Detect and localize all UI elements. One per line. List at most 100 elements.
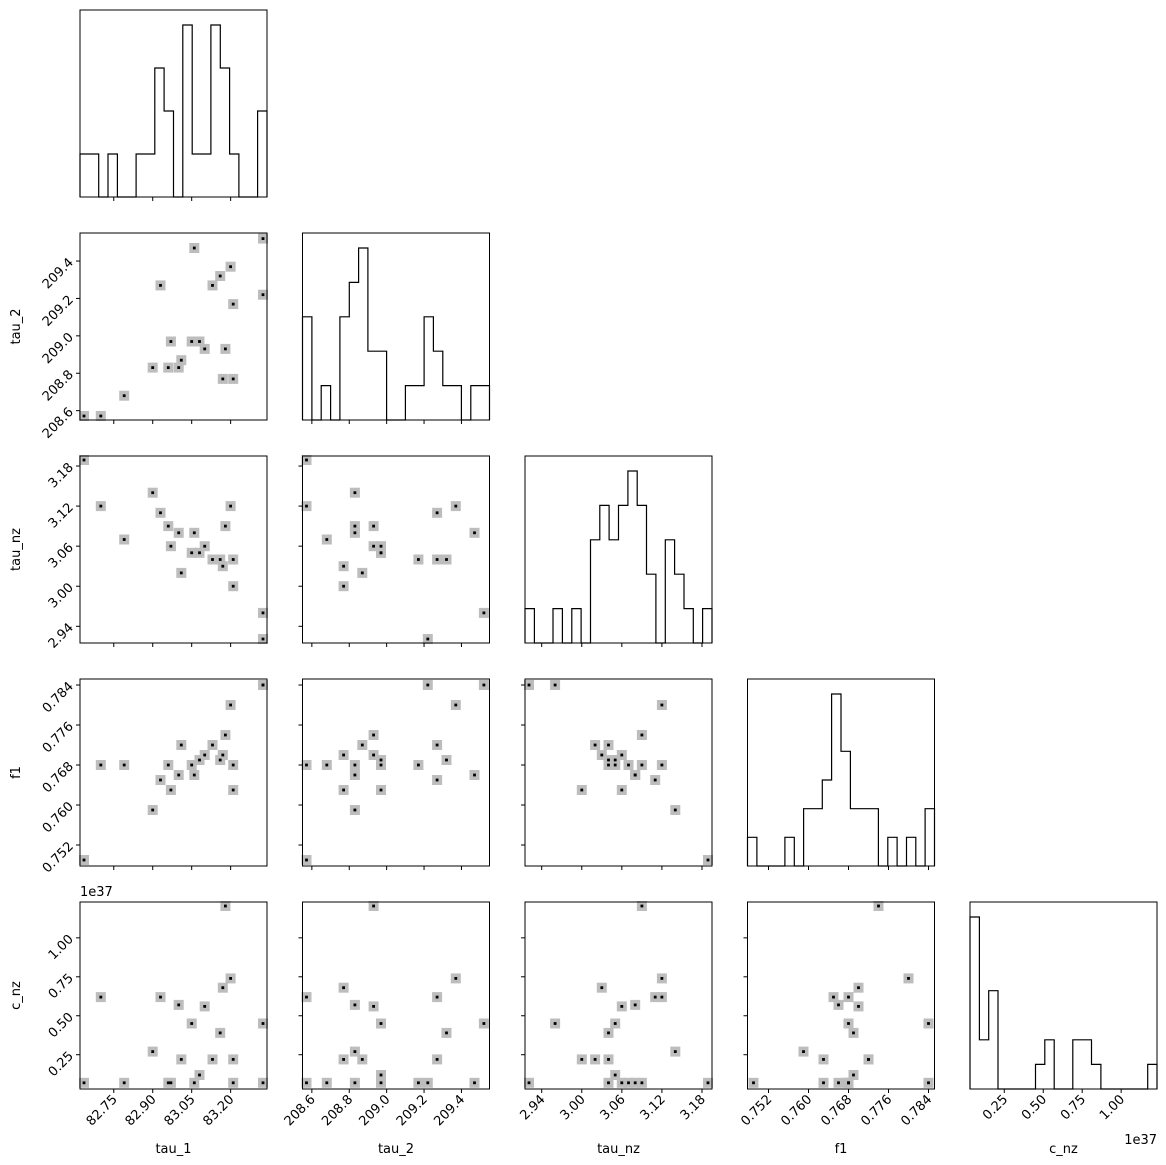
x-tick-label-tau-nz-2: 3.06 xyxy=(598,1092,629,1123)
sample-point-tau-2-vs-c-nz-0 xyxy=(305,1081,308,1084)
sample-point-tau-nz-vs-f1-17 xyxy=(661,704,664,707)
sample-point-tau-2-vs-f1-13 xyxy=(436,744,439,747)
contour-layer xyxy=(80,25,1157,1089)
sample-point-tau-nz-vs-f1-1 xyxy=(661,764,664,767)
axes-layer: 208.6208.8209.0209.2209.42.943.003.063.1… xyxy=(9,10,1157,1157)
sample-point-tau-2-vs-tau-nz-11 xyxy=(380,551,383,554)
sample-point-tau-1-vs-tau-nz-20 xyxy=(262,612,265,615)
x-tick-label-tau-2-3: 209.2 xyxy=(394,1092,431,1129)
x-tick-label-tau-2-1: 208.8 xyxy=(319,1092,356,1129)
x-tick-label-c-nz-1: 0.50 xyxy=(1019,1092,1050,1123)
x-tick-label-f1-1: 0.760 xyxy=(778,1092,815,1129)
sample-point-tau-1-vs-c-nz-10 xyxy=(193,1081,196,1084)
y-tick-label-f1-0: 0.752 xyxy=(40,839,77,876)
sample-point-tau-2-vs-f1-17 xyxy=(454,704,457,707)
sample-point-tau-nz-vs-c-nz-2 xyxy=(627,1081,630,1084)
y-tick-label-tau-nz-2: 3.06 xyxy=(46,540,77,571)
x-tick-label-tau-nz-3: 3.12 xyxy=(638,1092,669,1123)
sample-point-tau-1-vs-c-nz-18 xyxy=(232,1081,235,1084)
sample-point-tau-1-vs-f1-6 xyxy=(170,789,173,792)
sample-point-tau-1-vs-tau-nz-5 xyxy=(167,525,170,528)
sample-point-f1-vs-c-nz-3 xyxy=(802,1050,805,1053)
y-tick-label-tau-nz-1: 3.00 xyxy=(46,580,77,611)
sample-point-tau-2-vs-c-nz-15 xyxy=(342,986,345,989)
x-tick-label-c-nz-0: 0.25 xyxy=(980,1092,1011,1123)
sample-point-tau-nz-vs-f1-15 xyxy=(600,754,603,757)
sample-point-tau-1-vs-c-nz-9 xyxy=(190,1022,193,1025)
sample-point-tau-1-vs-f1-12 xyxy=(203,754,206,757)
sample-point-tau-1-vs-c-nz-16 xyxy=(224,905,227,908)
panel-frame-tau-2-vs-f1 xyxy=(303,679,490,866)
sample-point-tau-1-vs-tau-nz-12 xyxy=(203,545,206,548)
sample-point-tau-1-vs-tau-2-4 xyxy=(159,284,162,287)
y-axis-label-tau-nz: tau_nz xyxy=(9,528,24,571)
sample-point-tau-nz-vs-f1-8 xyxy=(594,744,597,747)
sample-point-tau-2-vs-tau-nz-18 xyxy=(417,558,420,561)
sample-point-tau-1-vs-tau-2-7 xyxy=(177,366,180,369)
x-tick-label-f1-4: 0.784 xyxy=(898,1092,935,1129)
sample-point-tau-nz-vs-f1-2 xyxy=(627,764,630,767)
sample-point-tau-1-vs-tau-nz-8 xyxy=(180,572,183,575)
sample-point-tau-1-vs-f1-7 xyxy=(177,774,180,777)
sample-point-tau-1-vs-tau-nz-16 xyxy=(224,525,227,528)
panel-frame-tau-2-vs-c-nz xyxy=(303,902,490,1089)
sample-point-tau-1-vs-f1-19 xyxy=(232,789,235,792)
sample-point-f1-vs-c-nz-6 xyxy=(822,1081,825,1084)
sample-point-f1-vs-c-nz-4 xyxy=(832,996,835,999)
offset-text-c-nz-x: 1e37 xyxy=(1124,1133,1157,1148)
sample-point-tau-1-vs-tau-2-0 xyxy=(83,415,86,418)
y-tick-label-tau-nz-0: 2.94 xyxy=(46,621,77,652)
sample-point-tau-2-vs-c-nz-16 xyxy=(372,905,375,908)
sample-point-tau-1-vs-tau-2-3 xyxy=(151,366,154,369)
sample-point-tau-nz-vs-c-nz-9 xyxy=(614,1022,617,1025)
sample-point-tau-2-vs-c-nz-14 xyxy=(445,1032,448,1035)
sample-point-tau-1-vs-tau-nz-19 xyxy=(232,585,235,588)
sample-point-tau-1-vs-f1-10 xyxy=(193,774,196,777)
sample-point-f1-vs-c-nz-18 xyxy=(847,1081,850,1084)
sample-point-tau-1-vs-tau-2-11 xyxy=(198,340,201,343)
sample-point-tau-1-vs-c-nz-8 xyxy=(180,1058,183,1061)
sample-point-tau-nz-vs-c-nz-14 xyxy=(607,1032,610,1035)
sample-point-tau-2-vs-tau-nz-2 xyxy=(325,538,328,541)
sample-point-tau-nz-vs-c-nz-16 xyxy=(641,905,644,908)
sample-point-tau-2-vs-f1-6 xyxy=(380,789,383,792)
sample-point-tau-2-vs-c-nz-9 xyxy=(380,1022,383,1025)
sample-point-tau-nz-vs-c-nz-13 xyxy=(607,1058,610,1061)
sample-point-f1-vs-c-nz-0 xyxy=(752,1081,755,1084)
sample-point-tau-1-vs-c-nz-12 xyxy=(203,1005,206,1008)
sample-point-tau-1-vs-f1-13 xyxy=(211,744,214,747)
sample-point-tau-1-vs-f1-4 xyxy=(159,779,162,782)
sample-point-tau-2-vs-tau-nz-8 xyxy=(361,572,364,575)
sample-point-f1-vs-c-nz-12 xyxy=(857,1005,860,1008)
x-tick-label-f1-3: 0.776 xyxy=(858,1092,895,1129)
sample-point-tau-1-vs-tau-2-18 xyxy=(232,303,235,306)
sample-point-tau-2-vs-f1-7 xyxy=(354,774,357,777)
y-axis-label-tau-2: tau_2 xyxy=(9,308,24,344)
sample-point-tau-nz-vs-c-nz-17 xyxy=(661,977,664,980)
panel-frame-tau-1-vs-tau-2 xyxy=(80,233,267,420)
sample-point-tau-2-vs-c-nz-18 xyxy=(417,1081,420,1084)
sample-point-tau-1-vs-tau-2-12 xyxy=(203,348,206,351)
sample-point-tau-1-vs-f1-2 xyxy=(123,764,126,767)
y-tick-label-c-nz-0: 0.25 xyxy=(46,1049,77,1080)
sample-point-tau-2-vs-f1-15 xyxy=(342,754,345,757)
sample-point-f1-vs-c-nz-11 xyxy=(852,1074,855,1077)
sample-point-tau-2-vs-f1-18 xyxy=(417,764,420,767)
sample-point-tau-1-vs-tau-2-16 xyxy=(224,348,227,351)
sample-point-tau-2-vs-c-nz-8 xyxy=(361,1058,364,1061)
y-tick-label-tau-nz-3: 3.12 xyxy=(46,500,77,531)
sample-point-tau-2-vs-f1-16 xyxy=(372,734,375,737)
x-tick-label-tau-1-0: 82.75 xyxy=(84,1092,121,1129)
sample-point-tau-2-vs-f1-12 xyxy=(372,754,375,757)
sample-point-tau-2-vs-tau-nz-19 xyxy=(342,585,345,588)
sample-point-tau-1-vs-tau-nz-14 xyxy=(219,558,222,561)
x-axis-label-f1: f1 xyxy=(835,1142,848,1157)
sample-point-tau-1-vs-tau-2-9 xyxy=(190,340,193,343)
sample-point-tau-2-vs-f1-10 xyxy=(473,774,476,777)
y-axis-label-f1: f1 xyxy=(9,766,24,779)
hist-step-c-nz xyxy=(970,917,1157,1089)
sample-point-tau-1-vs-f1-15 xyxy=(221,754,224,757)
sample-point-tau-1-vs-tau-2-19 xyxy=(232,378,235,381)
sample-point-tau-2-vs-c-nz-10 xyxy=(473,1081,476,1084)
x-tick-label-c-nz-3: 1.00 xyxy=(1097,1092,1128,1123)
